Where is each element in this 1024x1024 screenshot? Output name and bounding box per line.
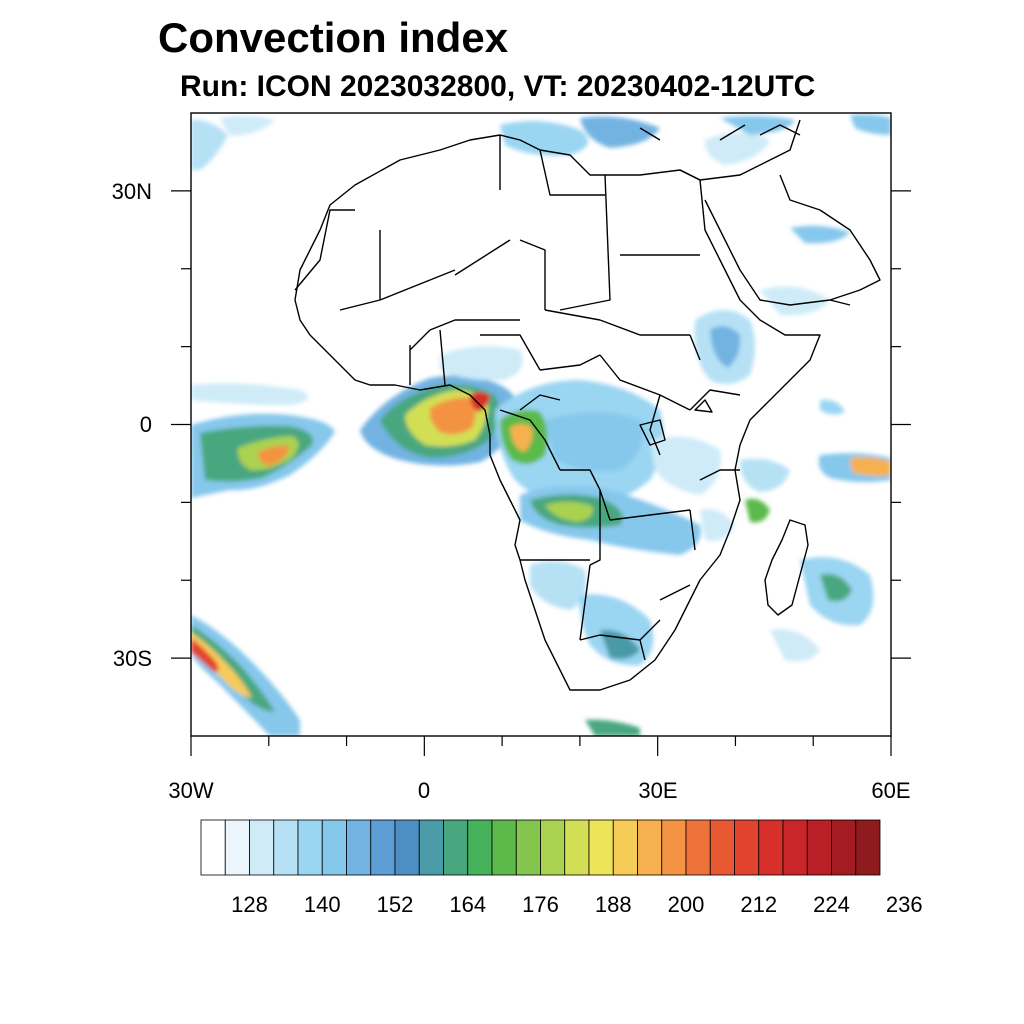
colorbar-swatch xyxy=(758,819,784,876)
colorbar-label: 140 xyxy=(304,892,341,917)
colorbar-labels: 128 140 152 164 176 188 200 212 224 236 xyxy=(231,892,922,917)
colorbar-label: 236 xyxy=(886,892,923,917)
colorbar-swatch xyxy=(685,819,711,876)
colorbar-swatch xyxy=(734,819,760,876)
africa-coastline xyxy=(294,134,821,691)
country-borders xyxy=(294,119,881,691)
convection-field xyxy=(191,114,891,736)
axis-ticks xyxy=(171,190,911,756)
y-tick-label: 0 xyxy=(140,412,152,437)
colorbar-swatch xyxy=(443,819,469,876)
colorbar-swatch xyxy=(709,819,735,876)
colorbar-label: 200 xyxy=(668,892,705,917)
colorbar-label: 188 xyxy=(595,892,632,917)
x-tick-label: 30E xyxy=(638,778,677,803)
colorbar-swatch xyxy=(370,819,396,876)
x-tick-label: 60E xyxy=(871,778,910,803)
colorbar-label: 224 xyxy=(813,892,850,917)
colorbar-label: 176 xyxy=(522,892,559,917)
x-tick-label: 0 xyxy=(418,778,430,803)
x-tick-label: 30W xyxy=(168,778,213,803)
madagascar-coast xyxy=(764,519,809,616)
colorbar-swatch xyxy=(321,819,347,876)
y-tick-label: 30N xyxy=(112,179,152,204)
colorbar-swatch xyxy=(637,819,663,876)
colorbar-swatch xyxy=(855,819,881,876)
colorbar-label: 212 xyxy=(740,892,777,917)
colorbar-label: 128 xyxy=(231,892,268,917)
colorbar-swatch xyxy=(491,819,517,876)
colorbar-label: 152 xyxy=(377,892,414,917)
colorbar-swatch xyxy=(588,819,614,876)
chart-title: Convection index xyxy=(158,14,509,61)
colorbar-label: 164 xyxy=(449,892,486,917)
colorbar xyxy=(200,819,881,876)
colorbar-swatch xyxy=(224,819,250,876)
colorbar-swatch xyxy=(273,819,299,876)
colorbar-swatch xyxy=(418,819,444,876)
colorbar-swatch xyxy=(806,819,832,876)
colorbar-swatch xyxy=(831,819,857,876)
y-tick-label: 30S xyxy=(113,646,152,671)
colorbar-swatch xyxy=(612,819,638,876)
colorbar-swatch xyxy=(200,819,226,876)
colorbar-swatch xyxy=(346,819,372,876)
axis-labels: 30W 0 30E 60E 30N 0 30S xyxy=(112,179,911,803)
colorbar-swatch xyxy=(394,819,420,876)
colorbar-swatch xyxy=(782,819,808,876)
colorbar-swatch xyxy=(564,819,590,876)
run-subtitle: Run: ICON 2023032800, VT: 20230402-12UTC xyxy=(180,70,816,103)
colorbar-swatch xyxy=(249,819,275,876)
colorbar-swatch xyxy=(467,819,493,876)
colorbar-swatch xyxy=(297,819,323,876)
colorbar-swatch xyxy=(515,819,541,876)
colorbar-swatch xyxy=(540,819,566,876)
colorbar-swatch xyxy=(661,819,687,876)
